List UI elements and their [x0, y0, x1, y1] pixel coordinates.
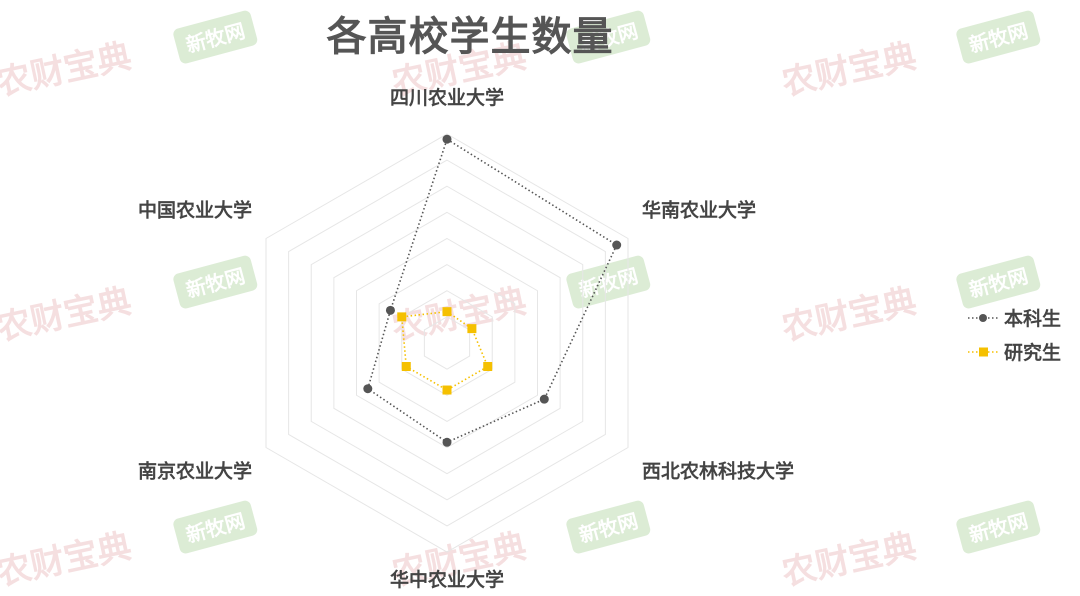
watermark-text: 农财宝典 — [0, 281, 135, 348]
legend-label: 研究生 — [1004, 341, 1061, 364]
data-point — [401, 362, 411, 372]
data-point — [442, 134, 452, 144]
grid-ring — [356, 237, 538, 449]
grid-ring — [265, 133, 629, 553]
data-point — [467, 324, 477, 334]
watermark-badge-bg — [566, 255, 651, 309]
watermark-text: 农财宝典 — [0, 526, 135, 593]
watermark-badge-bg — [956, 500, 1041, 554]
watermark-badge: 新牧网 — [173, 500, 258, 554]
legend-marker — [979, 314, 987, 322]
data-point — [385, 305, 395, 315]
watermark-badge: 新牧网 — [173, 255, 258, 309]
axis-label: 四川农业大学 — [390, 86, 504, 109]
grid-ring — [310, 185, 584, 501]
data-point — [442, 437, 452, 447]
watermark-text: 农财宝典 — [389, 281, 530, 348]
watermark-badge-bg — [956, 10, 1041, 64]
data-point — [612, 240, 622, 250]
chart-title: 各高校学生数量 — [326, 14, 614, 60]
data-point — [397, 312, 407, 322]
watermark-badge: 新牧网 — [566, 255, 651, 309]
axis-label: 华中农业大学 — [390, 568, 504, 591]
watermark-badge-bg — [566, 500, 651, 554]
watermark-badge-bg — [956, 255, 1041, 309]
watermark-badge-bg — [173, 255, 258, 309]
watermark-text: 农财宝典 — [779, 526, 920, 593]
axis-label: 西北农林科技大学 — [642, 460, 794, 483]
data-point — [442, 385, 452, 395]
grid-ring — [378, 264, 516, 422]
watermark-badge: 新牧网 — [566, 500, 651, 554]
watermark-badge: 新牧网 — [956, 500, 1041, 554]
watermark-badge-bg — [566, 10, 651, 64]
watermark-badge: 新牧网 — [173, 10, 258, 64]
axis-label: 中国农业大学 — [138, 199, 252, 222]
data-point — [483, 362, 493, 372]
watermark-badge: 新牧网 — [956, 255, 1041, 309]
axis-label: 南京农业大学 — [138, 460, 252, 483]
axis-label: 华南农业大学 — [642, 199, 756, 222]
watermark-badge: 新牧网 — [956, 10, 1041, 64]
legend-label: 本科生 — [1004, 307, 1061, 330]
watermark-text: 农财宝典 — [779, 281, 920, 348]
watermark-badge-bg — [173, 500, 258, 554]
legend-marker — [979, 347, 988, 357]
watermark-badge-bg — [173, 10, 258, 64]
data-point — [539, 394, 549, 404]
data-point — [363, 384, 373, 394]
grid-ring — [333, 211, 561, 475]
grid-ring — [288, 159, 606, 527]
data-point — [442, 307, 452, 317]
